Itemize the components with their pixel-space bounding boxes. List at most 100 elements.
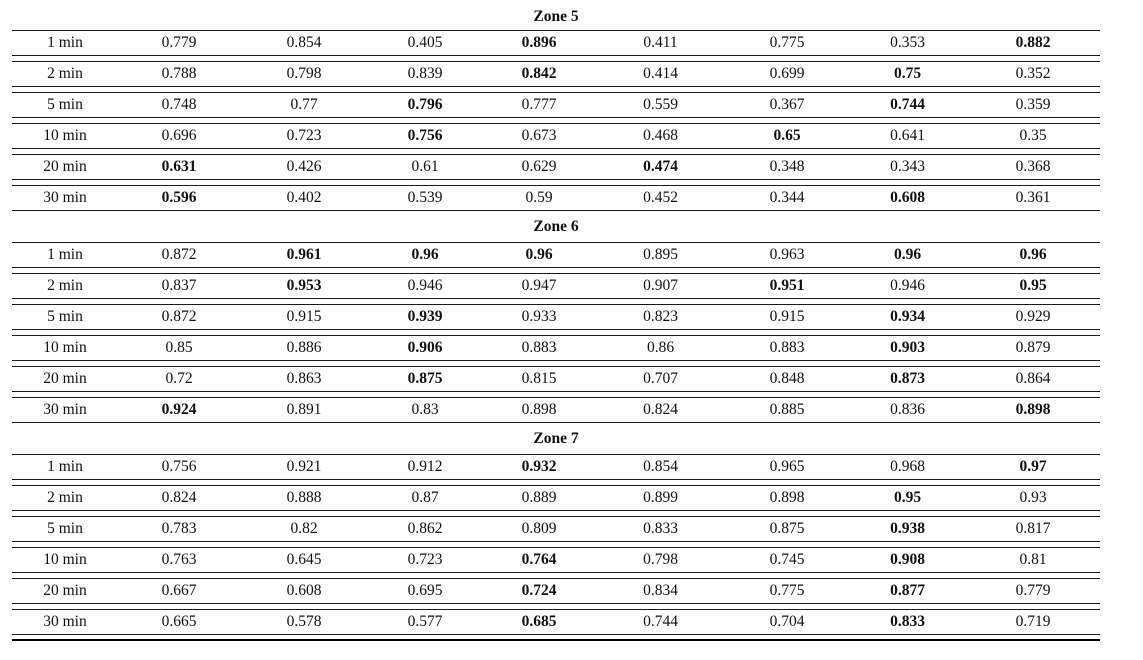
table-cell: 0.81 (1019, 551, 1047, 568)
table-cell: 0.915 (286, 308, 322, 325)
table-cell: 0.723 (407, 551, 443, 568)
table-cell: 0.834 (643, 582, 678, 599)
table-cell: 0.352 (1015, 65, 1051, 82)
table-cell: 0.348 (769, 158, 805, 175)
row-label: 20 min (43, 158, 87, 175)
table-row: 30 min 0.924 0.891 0.83 0.898 0.824 0.885 0.836… (12, 397, 1100, 423)
table-cell: 0.608 (890, 189, 925, 206)
table-cell: 0.764 (521, 551, 557, 568)
table-cell: 0.951 (769, 277, 805, 294)
table-cell: 0.877 (890, 582, 925, 599)
table-cell: 0.97 (1019, 458, 1047, 475)
table-row: 2 min 0.824 0.888 0.87 0.889 0.899 0.898 0.95 0.… (12, 485, 1100, 511)
table-cell: 0.83 (411, 401, 439, 418)
table-cell: 0.899 (643, 489, 678, 506)
table-cell: 0.85 (165, 339, 193, 356)
table-cell: 0.879 (1015, 339, 1051, 356)
table-cell: 0.883 (521, 339, 557, 356)
table-cell: 0.353 (890, 34, 925, 51)
table-cell: 0.359 (1015, 96, 1051, 113)
table-cell: 0.775 (769, 582, 805, 599)
table-cell: 0.824 (161, 489, 197, 506)
table-cell: 0.695 (407, 582, 443, 599)
table-cell: 0.906 (407, 339, 443, 356)
table-row: 30 min 0.596 0.402 0.539 0.59 0.452 0.344 0.608… (12, 185, 1100, 211)
table-row: 10 min 0.85 0.886 0.906 0.883 0.86 0.883 0.903 0… (12, 335, 1100, 361)
table-cell: 0.631 (161, 158, 197, 175)
table-cell: 0.344 (769, 189, 805, 206)
table-row: 5 min 0.872 0.915 0.939 0.933 0.823 0.915 0.934… (12, 304, 1100, 330)
row-label: 2 min (47, 65, 83, 82)
table-cell: 0.82 (290, 520, 318, 537)
table-cell: 0.875 (769, 520, 805, 537)
table-cell: 0.578 (286, 613, 322, 630)
row-label: 5 min (47, 308, 83, 325)
table-cell: 0.468 (643, 127, 678, 144)
table-cell: 0.35 (1019, 127, 1047, 144)
table-cell: 0.938 (890, 520, 925, 537)
row-label: 20 min (43, 370, 87, 387)
table-cell: 0.788 (161, 65, 197, 82)
table-cell: 0.863 (286, 370, 322, 387)
table-cell: 0.833 (890, 613, 925, 630)
table-cell: 0.915 (769, 308, 805, 325)
table-cell: 0.933 (521, 308, 557, 325)
table-cell: 0.872 (161, 308, 197, 325)
table-cell: 0.96 (411, 246, 439, 263)
table-cell: 0.96 (1019, 246, 1047, 263)
row-label: 10 min (43, 339, 87, 356)
zone-section-title: Zone 5 (533, 8, 579, 25)
row-label: 1 min (47, 34, 83, 51)
table-cell: 0.898 (1015, 401, 1051, 418)
table-cell: 0.823 (643, 308, 678, 325)
table-cell: 0.898 (769, 489, 805, 506)
table-cell: 0.779 (1015, 582, 1051, 599)
table-cell: 0.87 (411, 489, 439, 506)
table-cell: 0.96 (525, 246, 553, 263)
table-cell: 0.343 (890, 158, 925, 175)
table-cell: 0.907 (643, 277, 678, 294)
table-cell: 0.452 (643, 189, 678, 206)
table-cell: 0.745 (769, 551, 805, 568)
table-cell: 0.93 (1019, 489, 1047, 506)
table-cell: 0.775 (769, 34, 805, 51)
table-cell: 0.864 (1015, 370, 1051, 387)
row-label: 30 min (43, 401, 87, 418)
table-cell: 0.665 (161, 613, 197, 630)
table-cell: 0.426 (286, 158, 322, 175)
table-row: 20 min 0.631 0.426 0.61 0.629 0.474 0.348 0.343… (12, 154, 1100, 180)
table-cell: 0.559 (643, 96, 678, 113)
table-cell: 0.367 (769, 96, 805, 113)
table-cell: 0.724 (521, 582, 557, 599)
table-cell: 0.895 (643, 246, 678, 263)
table-cell: 0.75 (893, 65, 922, 82)
table-row: 10 min 0.763 0.645 0.723 0.764 0.798 0.745 0.90… (12, 547, 1100, 573)
table-cell: 0.896 (521, 34, 557, 51)
table-cell: 0.65 (773, 127, 801, 144)
table-cell: 0.756 (161, 458, 197, 475)
table-cell: 0.577 (407, 613, 443, 630)
table-cell: 0.414 (643, 65, 678, 82)
table-cell: 0.629 (521, 158, 557, 175)
table-cell: 0.673 (521, 127, 557, 144)
table-cell: 0.963 (769, 246, 805, 263)
table-cell: 0.667 (161, 582, 197, 599)
table-cell: 0.685 (521, 613, 557, 630)
table-cell: 0.707 (643, 370, 678, 387)
table-cell: 0.891 (286, 401, 322, 418)
table-cell: 0.796 (407, 96, 443, 113)
table-cell: 0.95 (893, 489, 922, 506)
table-cell: 0.596 (161, 189, 197, 206)
table-cell: 0.798 (286, 65, 322, 82)
table-cell: 0.912 (407, 458, 443, 475)
table-cell: 0.779 (161, 34, 197, 51)
table-cell: 0.645 (286, 551, 322, 568)
table-cell: 0.748 (161, 96, 197, 113)
table-row: 20 min 0.72 0.863 0.875 0.815 0.707 0.848 0.873… (12, 366, 1100, 392)
table-cell: 0.72 (165, 370, 193, 387)
table-cell: 0.61 (411, 158, 439, 175)
table-cell: 0.744 (890, 96, 925, 113)
table-cell: 0.719 (1015, 613, 1051, 630)
table-row: 20 min 0.667 0.608 0.695 0.724 0.834 0.775 0.87… (12, 578, 1100, 604)
table-row: 2 min 0.788 0.798 0.839 0.842 0.414 0.699 0.75 0… (12, 61, 1100, 87)
